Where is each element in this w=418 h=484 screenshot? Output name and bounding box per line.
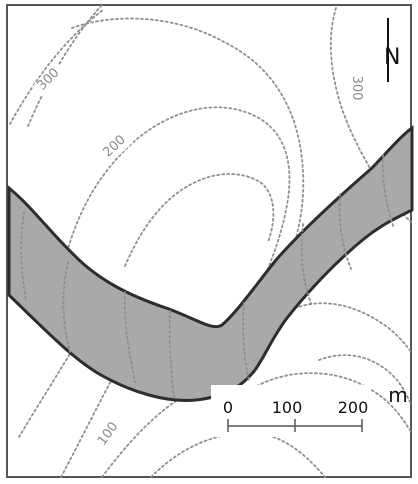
scale-bar-background (211, 385, 371, 437)
north-arrow: N (384, 18, 400, 82)
contour-label-upper-right: 300 (349, 76, 364, 101)
scale-unit-label: m (388, 383, 407, 407)
band-contour-right-3 (381, 154, 395, 229)
band-contour-left-2 (62, 261, 71, 353)
band-contour-right-1 (300, 223, 312, 304)
contour-line-inner-arc (124, 173, 275, 267)
terrain-band-group (7, 125, 414, 402)
contour-line-right-4 (318, 354, 412, 405)
scale-label-0: 0 (223, 398, 233, 417)
scale-label-200: 200 (338, 398, 369, 417)
contour-label-background (98, 130, 134, 165)
scale-label-100: 100 (272, 398, 303, 417)
contour-line-right-1 (330, 7, 412, 223)
band-contour-mid-2 (168, 310, 175, 399)
contour-label-background (93, 416, 126, 453)
contour-label-background (32, 62, 68, 98)
band-contour-mid-3 (242, 302, 250, 382)
band-contour-mid-1 (123, 291, 136, 383)
north-label: N (384, 45, 400, 70)
scale-bar: 0 100 200 m (211, 383, 408, 437)
contour-line-200-arc (66, 106, 291, 321)
band-contour-left-1 (20, 211, 27, 301)
contour-line-upper-arc (71, 17, 305, 266)
contour-line-300-left (9, 9, 104, 125)
terrain-band (7, 125, 414, 402)
band-contour-right-2 (338, 193, 352, 270)
contour-label-upper-right-group: 300 (347, 72, 364, 105)
contour-labels: 300 300 200 100 (32, 62, 364, 453)
contour-line-outer-left (27, 4, 103, 127)
contour-line-right-3 (289, 302, 412, 353)
contour-label-background (347, 72, 363, 105)
contour-line-lower-right (150, 432, 326, 478)
